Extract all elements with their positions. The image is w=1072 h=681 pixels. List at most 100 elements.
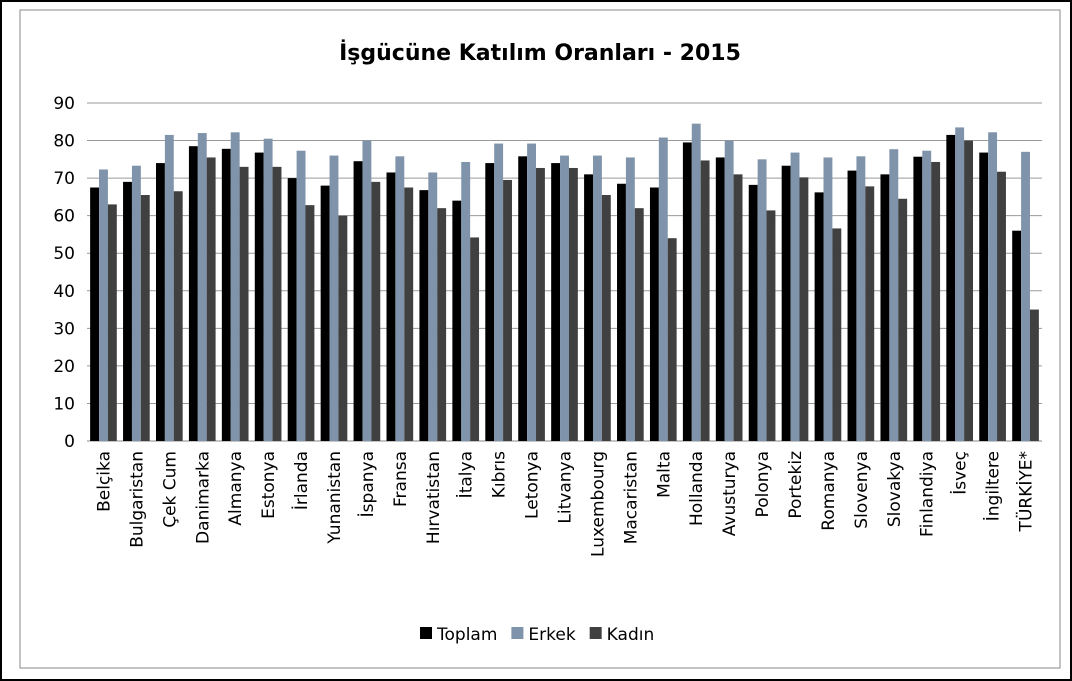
x-tick-label: Hollanda — [687, 451, 707, 526]
y-tick-label: 0 — [64, 432, 75, 452]
bar — [518, 156, 528, 441]
bar — [832, 228, 842, 441]
bar — [404, 187, 414, 441]
x-tick-label: İrlanda — [291, 451, 312, 510]
bar — [847, 170, 857, 441]
bar — [889, 149, 899, 441]
bar — [1021, 151, 1030, 442]
bar — [305, 205, 315, 441]
legend-swatch — [511, 627, 524, 639]
bar — [634, 208, 644, 441]
bar — [551, 163, 561, 442]
y-tick-label: 30 — [53, 319, 75, 339]
bar — [527, 143, 537, 441]
bar — [287, 178, 297, 441]
bar — [164, 134, 174, 441]
x-tick-label: TÜRKİYE* — [1015, 451, 1037, 532]
bar — [206, 157, 216, 441]
x-tick-label: Avusturya — [720, 451, 740, 536]
x-tick-label: Letonya — [523, 451, 543, 519]
bar — [503, 179, 512, 441]
bar — [715, 157, 725, 441]
chart-title: İşgücüne Katılım Oranları - 2015 — [339, 40, 741, 66]
x-tick-label: İngiltere — [983, 451, 1004, 521]
bar — [667, 238, 677, 441]
bar — [733, 174, 743, 441]
y-tick-label: 40 — [53, 282, 75, 302]
y-tick-label: 10 — [53, 394, 75, 414]
x-tick-label: Polonya — [753, 451, 773, 517]
bar — [691, 123, 701, 442]
bar — [799, 177, 809, 442]
bar — [221, 148, 231, 441]
x-tick-label: Belçika — [94, 451, 114, 512]
bar — [536, 167, 545, 441]
bar — [155, 163, 165, 442]
y-tick-label: 90 — [53, 94, 75, 114]
x-tick-label: Romanya — [819, 451, 839, 531]
bar — [230, 132, 240, 441]
bar — [560, 155, 569, 442]
legend-swatch — [589, 627, 602, 639]
bar — [617, 183, 626, 441]
bar — [272, 166, 282, 441]
bar — [419, 190, 429, 441]
bar — [362, 140, 372, 442]
bar — [353, 161, 363, 441]
bar — [625, 157, 635, 441]
bar — [946, 134, 956, 441]
bar — [568, 167, 578, 441]
bar — [386, 172, 396, 441]
bar — [592, 155, 602, 442]
bar — [239, 166, 249, 441]
x-tick-label: İtalya — [456, 451, 477, 498]
bar — [197, 133, 207, 442]
y-tick-label: 20 — [53, 357, 75, 377]
x-tick-label: Macaristan — [621, 451, 641, 544]
bar — [790, 152, 800, 441]
bar — [1012, 230, 1022, 441]
bar — [173, 191, 183, 441]
bar — [371, 181, 381, 441]
x-tick-label: Fransa — [391, 451, 411, 507]
x-tick-label: Estonya — [259, 451, 279, 519]
bar — [649, 187, 659, 441]
bar — [766, 210, 776, 441]
x-tick-label: Almanya — [226, 451, 246, 526]
bar — [140, 195, 150, 441]
bar — [90, 187, 100, 441]
bar — [395, 156, 405, 441]
legend-label: Toplam — [436, 625, 497, 645]
x-tick-label: Slovakya — [885, 451, 905, 527]
bar — [494, 143, 504, 441]
x-tick-label: Malta — [654, 451, 674, 498]
bar — [338, 215, 348, 441]
x-tick-label: Slovenya — [852, 451, 872, 529]
bar — [781, 165, 791, 441]
x-tick-label: İsveç — [950, 451, 971, 495]
bar — [955, 127, 965, 442]
bar — [979, 152, 989, 441]
y-tick-label: 80 — [53, 132, 75, 152]
bar — [131, 165, 141, 441]
x-tick-label: Luxembourg — [588, 451, 608, 557]
bar — [470, 237, 480, 441]
bar — [700, 160, 710, 441]
x-tick-label: İspanya — [357, 451, 378, 517]
x-tick-label: Litvanya — [556, 451, 576, 524]
x-tick-label: Danimarka — [193, 451, 213, 544]
bar — [748, 184, 758, 442]
x-tick-label: Bulgaristan — [127, 451, 147, 548]
bar — [188, 146, 198, 441]
bar — [584, 174, 593, 441]
bar — [988, 132, 998, 441]
bar — [865, 186, 875, 441]
bar — [856, 156, 866, 441]
bar — [123, 181, 132, 441]
x-tick-label: Çek Cum — [160, 451, 180, 528]
y-tick-label: 70 — [53, 169, 75, 189]
bar — [682, 142, 692, 441]
bar — [296, 150, 306, 441]
bar — [658, 137, 668, 441]
bar — [964, 140, 974, 442]
